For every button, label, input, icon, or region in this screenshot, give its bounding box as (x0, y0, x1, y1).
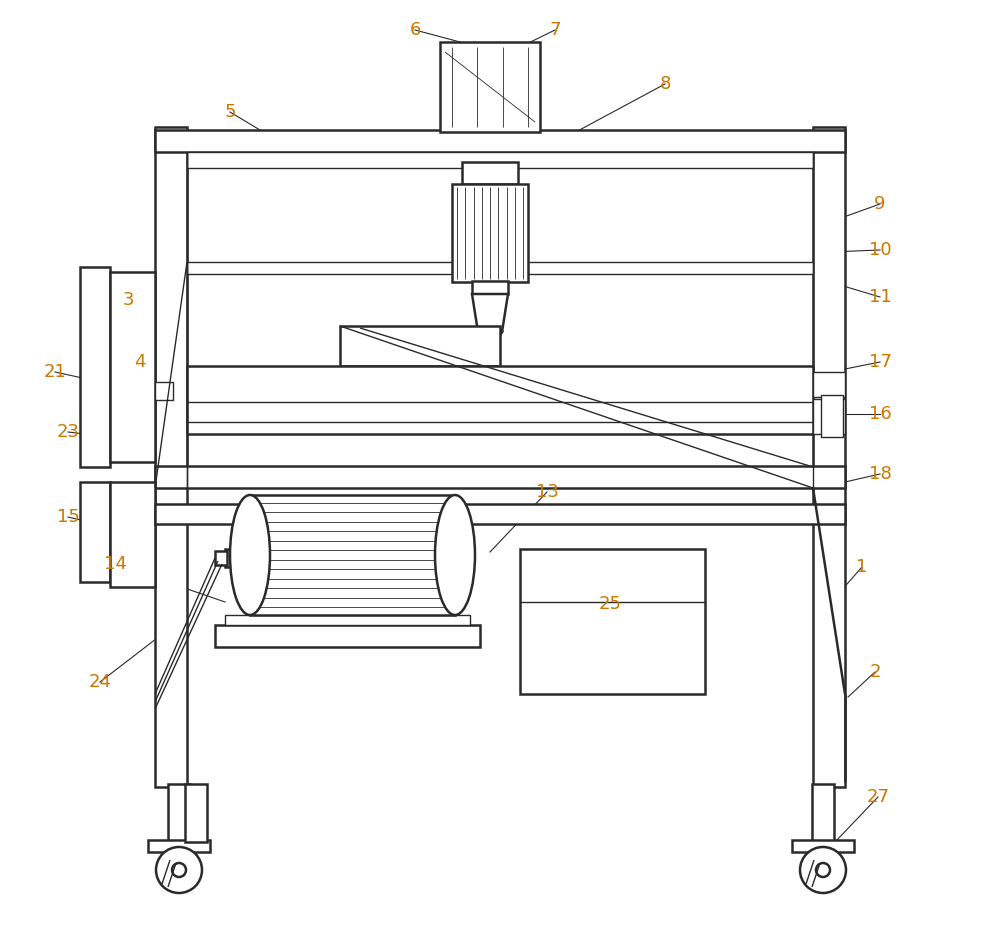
Bar (80, 482, 110, 582)
Bar (452, 184, 528, 282)
Bar (155, 466, 845, 488)
Text: 18: 18 (869, 465, 891, 483)
Bar (225, 615, 470, 625)
Bar (110, 272, 155, 462)
Bar (80, 267, 110, 467)
Bar (340, 326, 500, 366)
Bar (155, 504, 845, 524)
Ellipse shape (800, 847, 846, 893)
Bar (215, 551, 227, 565)
Bar (813, 399, 845, 434)
Text: 5: 5 (224, 103, 236, 121)
Ellipse shape (172, 863, 186, 877)
Bar (215, 625, 480, 647)
Bar (155, 127, 187, 787)
Bar (110, 482, 155, 587)
Ellipse shape (435, 495, 475, 615)
Bar (462, 162, 518, 184)
Polygon shape (478, 332, 502, 354)
Text: 23: 23 (56, 423, 80, 441)
Bar (813, 127, 845, 787)
Bar (812, 784, 834, 842)
Bar (187, 262, 813, 274)
Text: 8: 8 (659, 75, 671, 93)
Bar (148, 840, 210, 852)
Text: 10: 10 (869, 241, 891, 259)
Text: 27: 27 (866, 788, 890, 806)
Bar (472, 281, 508, 294)
Text: 9: 9 (874, 195, 886, 213)
Text: 16: 16 (869, 405, 891, 423)
Text: 2: 2 (869, 663, 881, 681)
Ellipse shape (156, 847, 202, 893)
Text: 7: 7 (549, 21, 561, 39)
Ellipse shape (816, 863, 830, 877)
Bar (187, 152, 813, 168)
Bar (440, 42, 540, 132)
Bar (155, 382, 173, 400)
Text: 21: 21 (44, 363, 66, 381)
Text: 24: 24 (88, 673, 112, 691)
Bar (813, 372, 845, 397)
Text: 6: 6 (409, 21, 421, 39)
Text: 14: 14 (104, 555, 126, 573)
Bar (792, 840, 854, 852)
Text: 11: 11 (869, 288, 891, 306)
Text: 25: 25 (598, 595, 622, 613)
Text: 17: 17 (869, 353, 891, 371)
Text: 13: 13 (536, 483, 558, 501)
Bar (520, 549, 705, 694)
Text: 4: 4 (134, 353, 146, 371)
Bar (250, 495, 455, 615)
Text: 1: 1 (856, 558, 868, 576)
Bar (155, 130, 845, 152)
Ellipse shape (230, 495, 270, 615)
Polygon shape (472, 294, 508, 332)
Text: 15: 15 (57, 508, 79, 526)
Bar (821, 395, 843, 437)
Text: 3: 3 (122, 291, 134, 309)
Bar (225, 549, 250, 567)
Bar (187, 366, 813, 434)
Bar (185, 784, 207, 842)
Bar (168, 784, 190, 842)
